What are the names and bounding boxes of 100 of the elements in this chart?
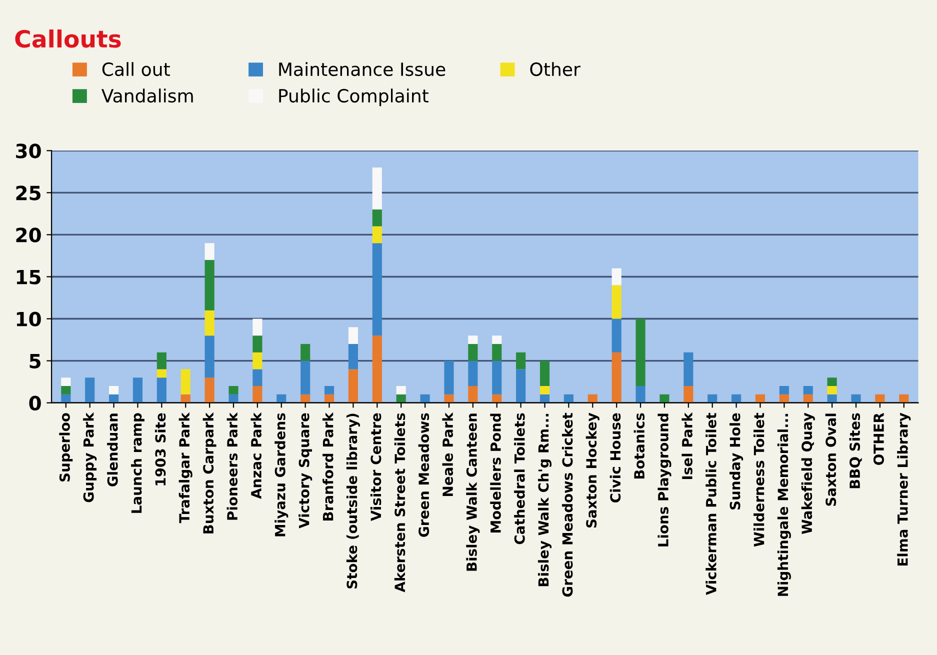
x-tick-label: Guppy Park (83, 412, 97, 502)
bar (108, 394, 119, 403)
bar (803, 386, 813, 394)
bar (228, 394, 238, 403)
bar (708, 394, 718, 403)
bar (204, 260, 214, 310)
bar (396, 386, 406, 394)
x-tick-label: Stoke (outside library) (346, 414, 360, 588)
bar (204, 336, 214, 378)
bar (588, 394, 598, 403)
bar (827, 378, 837, 386)
bar (300, 360, 310, 394)
bar (612, 352, 622, 403)
y-tick-label: 20 (16, 228, 41, 242)
bar (516, 369, 526, 403)
bar (108, 386, 119, 394)
bar (156, 352, 166, 370)
bar (348, 344, 358, 370)
bar (324, 394, 334, 403)
x-tick-label: Civic House (610, 413, 621, 502)
x-tick-label: Neale Park (442, 412, 454, 496)
bar (372, 209, 382, 226)
bar (612, 285, 622, 319)
x-tick-label: Trafalgar Park (178, 412, 192, 524)
bar (252, 352, 262, 370)
x-tick-label: Lions Playground (658, 414, 672, 546)
bar (156, 369, 166, 378)
x-tick-label: Elma Turner Library (897, 412, 911, 566)
x-tick-label: Saxton Oval (825, 414, 836, 506)
x-tick-label: Anzac Park (250, 412, 262, 499)
bar (276, 394, 286, 403)
legend-label: Public Complaint (279, 88, 428, 106)
bar (204, 243, 214, 260)
y-tick-label: 5 (30, 354, 40, 368)
bar (300, 394, 310, 403)
bar (85, 378, 95, 403)
x-tick-label: Bisley Walk Canteen (466, 414, 480, 571)
bar (61, 394, 71, 403)
chart-title: Callouts (15, 29, 121, 48)
legend-label: Maintenance Issue (279, 62, 446, 76)
x-tick-label: Wakefield Quay (801, 412, 815, 534)
x-tick-label: Sunday Hole (730, 413, 744, 510)
bar (564, 394, 574, 403)
bar (827, 386, 837, 394)
x-tick-label: Superloo (59, 413, 73, 482)
x-tick-label: Botanics (634, 413, 645, 479)
bar (851, 394, 861, 403)
x-tick-label: Bisley Walk Ch'g Rm... (538, 414, 552, 586)
legend-label: Other (530, 62, 580, 76)
bar (61, 378, 71, 386)
bar (156, 378, 166, 403)
x-tick-label: Vickerman Public Toilet (706, 412, 716, 596)
bar (779, 386, 789, 394)
bar (348, 327, 358, 344)
bar (899, 394, 909, 403)
bar (492, 344, 502, 361)
bar (636, 386, 646, 403)
bar (492, 360, 502, 394)
bar (540, 394, 550, 403)
bar (468, 336, 478, 344)
x-tick-label: 1903 Site (154, 413, 166, 486)
x-tick-label: Branford Park (322, 412, 334, 520)
bar (779, 394, 789, 403)
y-tick-label: 10 (16, 312, 41, 326)
bar (612, 318, 622, 352)
x-tick-label: Wilderness Toilet (754, 412, 764, 547)
x-tick-label: Victory Square (298, 413, 312, 528)
bar (540, 386, 550, 394)
x-tick-label: Buxton Carpark (202, 412, 216, 534)
bar (372, 243, 382, 336)
bar (732, 394, 742, 403)
bar (492, 336, 502, 344)
x-tick-label: Modellers Pond (490, 414, 501, 532)
y-tick-label: 25 (16, 186, 40, 200)
bar (372, 226, 382, 244)
x-tick-label: Glenduan (107, 414, 118, 486)
bar (827, 394, 837, 403)
bar (348, 369, 358, 403)
bar (660, 394, 670, 403)
bar (300, 344, 310, 361)
bar (468, 344, 478, 361)
bar (684, 386, 694, 403)
x-tick-label: BBQ Sites (849, 413, 862, 488)
x-tick-label: Nightingale Memorial... (777, 414, 791, 596)
bar (755, 394, 766, 403)
x-tick-label: OTHER (873, 412, 884, 465)
bar (228, 386, 238, 394)
x-tick-label: Green Meadows (418, 413, 430, 537)
bar (468, 360, 478, 386)
bar (252, 336, 262, 352)
bar (875, 394, 885, 403)
bar (540, 360, 550, 386)
bar (396, 394, 406, 403)
legend-label: Call out (102, 62, 170, 76)
bar (803, 394, 813, 403)
x-tick-label: Pioneers Park (226, 412, 238, 520)
y-tick-label: 0 (29, 396, 41, 410)
x-tick-label: Isel Park (682, 412, 692, 479)
y-tick-label: 30 (16, 144, 41, 158)
y-tick-label: 15 (16, 270, 40, 284)
